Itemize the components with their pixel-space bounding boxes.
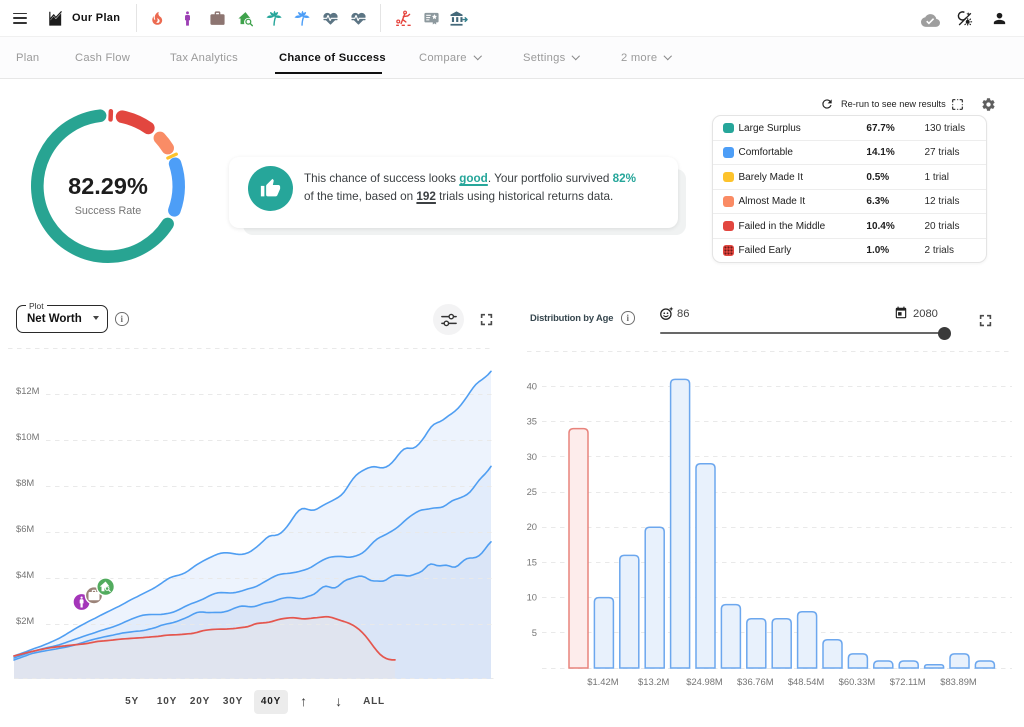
svg-text:$8M: $8M	[16, 477, 34, 488]
svg-text:$12M: $12M	[16, 385, 40, 396]
svg-text:$83.89M: $83.89M	[940, 676, 977, 687]
svg-text:$13.2M: $13.2M	[638, 676, 669, 687]
svg-text:40: 40	[527, 380, 537, 391]
svg-text:10: 10	[527, 592, 537, 603]
svg-text:35: 35	[527, 416, 537, 427]
svg-text:$48.54M: $48.54M	[788, 676, 825, 687]
svg-text:$1.42M: $1.42M	[587, 676, 618, 687]
svg-text:$2M: $2M	[16, 615, 34, 626]
svg-text:30: 30	[527, 451, 537, 462]
svg-text:$36.76M: $36.76M	[737, 676, 774, 687]
svg-text:20: 20	[527, 521, 537, 532]
svg-text:$10M: $10M	[16, 431, 40, 442]
svg-text:25: 25	[527, 486, 537, 497]
svg-text:$72.11M: $72.11M	[890, 676, 926, 687]
svg-text:$4M: $4M	[16, 569, 34, 580]
svg-text:$60.33M: $60.33M	[839, 676, 876, 687]
svg-text:5: 5	[532, 627, 537, 638]
svg-text:15: 15	[527, 556, 537, 567]
svg-text:$6M: $6M	[16, 523, 34, 534]
svg-text:$24.98M: $24.98M	[686, 676, 723, 687]
